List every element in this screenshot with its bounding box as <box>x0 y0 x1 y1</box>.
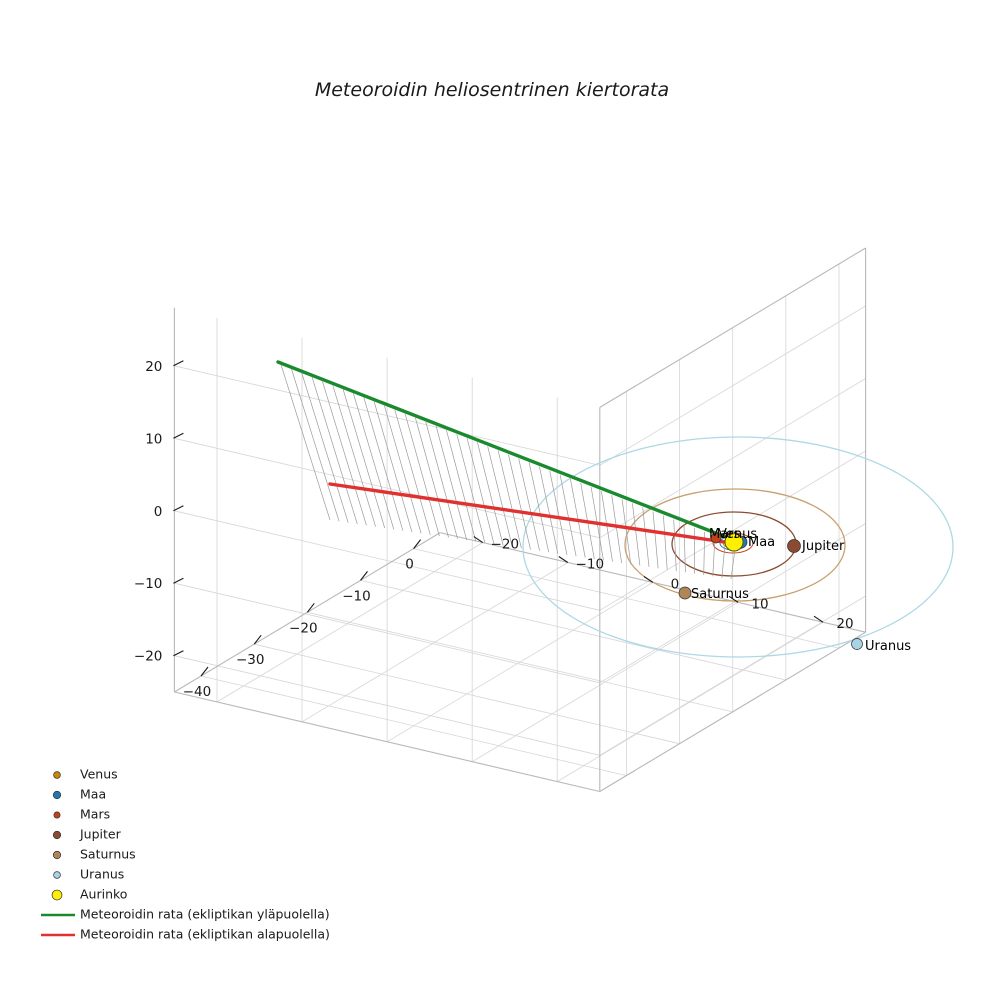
stem-line <box>280 364 331 521</box>
stem-line <box>508 454 531 550</box>
stem-line <box>539 466 559 554</box>
z-tick-1: −10 <box>134 576 163 592</box>
meteoroid-stems <box>280 364 737 580</box>
stem-line <box>415 417 449 538</box>
legend: Venus Maa Mars Jupiter Saturnus Uranus Aurinko… <box>41 767 330 942</box>
stem-line <box>466 438 495 545</box>
stem-line <box>384 405 422 534</box>
body-label-maa: Maa <box>748 535 775 550</box>
body-label-mars: Mars <box>709 527 741 542</box>
stem-line <box>559 474 577 557</box>
legend-label-4: Saturnus <box>80 847 136 862</box>
x-tick-1: −30 <box>236 652 265 668</box>
legend-marker-4 <box>52 850 62 860</box>
stem-line <box>363 397 404 531</box>
y-tick-4: 20 <box>836 616 853 632</box>
y-tick-1: −10 <box>576 557 605 573</box>
stem-line <box>425 421 458 539</box>
stem-line <box>611 495 622 563</box>
legend-marker-2 <box>53 811 61 819</box>
stem-line <box>518 458 540 551</box>
body-label-jupiter: Jupiter <box>801 539 845 554</box>
legend-marker-1 <box>52 790 62 800</box>
stem-line <box>332 385 376 527</box>
meteoroid-path-below <box>328 482 733 545</box>
body-marker-jupiter[interactable] <box>787 539 801 553</box>
legend-label-8: Meteoroidin rata (ekliptikan alapuolella… <box>80 927 330 942</box>
legend-marker-0 <box>53 771 61 779</box>
stem-line <box>456 434 486 543</box>
body-label-uranus: Uranus <box>865 639 911 654</box>
page-title: Meteoroidin heliosentrinen kiertorata <box>315 79 669 101</box>
y-tick-0: −20 <box>491 537 520 553</box>
body-marker-aurinko[interactable] <box>724 532 744 552</box>
stem-line <box>549 470 568 555</box>
x-tick-0: −40 <box>183 684 212 700</box>
body-marker-uranus[interactable] <box>851 638 863 650</box>
z-tick-4: 20 <box>145 359 162 375</box>
stem-line <box>721 539 726 578</box>
stem-line <box>394 409 431 535</box>
stem-line <box>311 377 358 525</box>
legend-label-5: Uranus <box>80 867 124 882</box>
stem-line <box>632 503 641 566</box>
legend-label-0: Venus <box>80 767 118 782</box>
stem-line <box>487 446 513 547</box>
z-tick-0: −20 <box>134 649 163 665</box>
legend-label-2: Mars <box>80 807 110 822</box>
orbit-uranus <box>522 436 954 658</box>
z-tick-3: 10 <box>145 431 162 447</box>
legend-label-1: Maa <box>80 787 106 802</box>
legend-marker-5 <box>53 871 61 879</box>
stem-line <box>477 442 504 546</box>
body-marker-saturnus[interactable] <box>678 586 692 600</box>
stem-line <box>404 413 440 537</box>
body-marker-mars[interactable] <box>710 532 722 544</box>
orbit-saturnus <box>624 488 846 602</box>
x-tick-4: 0 <box>405 557 414 573</box>
x-tick-3: −10 <box>342 588 371 604</box>
y-tick-2: 0 <box>671 576 680 592</box>
stem-line <box>322 381 367 526</box>
stem-line <box>497 450 522 549</box>
stem-line <box>570 478 586 558</box>
axes-3d-box <box>173 247 867 793</box>
body-label-venus: Venus <box>718 527 757 542</box>
stem-line <box>642 507 650 567</box>
legend-label-6: Aurinko <box>80 887 127 902</box>
stem-line <box>373 401 413 533</box>
stem-line <box>652 511 659 569</box>
stem-line <box>342 389 386 529</box>
stem-line <box>291 368 340 522</box>
legend-marker-3 <box>52 830 62 840</box>
body-label-saturnus: Saturnus <box>691 587 749 602</box>
z-tick-2: 0 <box>154 504 163 520</box>
axis-tick-labels: −20 −10 0 10 20 −40 −30 −20 −10 0 −20 −10 0 10 20 <box>134 359 854 700</box>
legend-marker-6 <box>51 889 63 901</box>
stem-line <box>301 372 349 523</box>
stem-line <box>528 462 550 553</box>
stem-line <box>621 499 632 565</box>
stem-line <box>663 515 668 570</box>
legend-label-3: Jupiter <box>79 827 122 842</box>
x-tick-2: −20 <box>289 620 318 636</box>
legend-label-7: Meteoroidin rata (ekliptikan yläpuolella… <box>80 907 330 922</box>
stem-line <box>683 523 686 573</box>
stem-line <box>435 425 468 541</box>
meteoroid-trajectory <box>276 360 738 545</box>
stem-line <box>353 393 395 530</box>
y-tick-3: 10 <box>751 596 768 612</box>
stem-line <box>446 430 477 542</box>
stem-line <box>673 519 677 572</box>
meteoroid-path-above <box>276 360 738 543</box>
